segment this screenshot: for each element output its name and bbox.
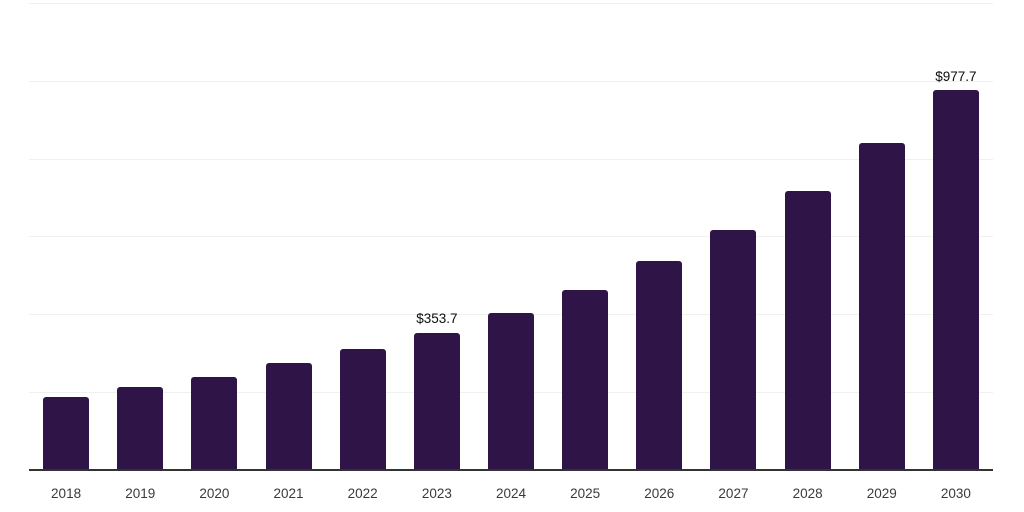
bar-2025[interactable] [562,289,609,470]
gridline-1000 [29,80,993,82]
bar-2029[interactable] [858,143,905,470]
bar-2018[interactable] [43,396,90,470]
x-tick-2026: 2026 [644,486,675,501]
gridline-600 [29,236,993,238]
bar-2022[interactable] [339,349,386,470]
bar-2021[interactable] [265,363,312,470]
x-tick-2020: 2020 [199,486,230,501]
value-label-2023: $353.7 [416,311,458,327]
bar-2026[interactable] [636,261,683,470]
x-tick-2021: 2021 [273,486,304,501]
gridline-800 [29,158,993,160]
bar-2027[interactable] [710,229,757,470]
plot-area [29,0,993,470]
value-label-2030: $977.7 [935,68,977,84]
bar-2024[interactable] [488,312,534,470]
x-tick-2022: 2022 [347,486,378,501]
x-tick-2018: 2018 [51,486,82,501]
bar-2020[interactable] [191,376,238,470]
x-tick-2028: 2028 [792,486,823,501]
bar-2023[interactable] [413,332,460,470]
x-tick-2025: 2025 [570,486,601,501]
gridline-1200 [29,3,993,4]
x-tick-2030: 2030 [940,486,971,501]
x-tick-2024: 2024 [495,486,527,501]
bar-2028[interactable] [784,190,831,470]
x-tick-2019: 2019 [125,486,156,501]
bar-2030[interactable] [932,89,979,470]
x-tick-2023: 2023 [421,486,452,501]
x-tick-2029: 2029 [866,486,897,501]
bar-2019[interactable] [117,386,164,470]
x-tick-2027: 2027 [718,486,749,501]
x-axis-line [29,469,993,471]
